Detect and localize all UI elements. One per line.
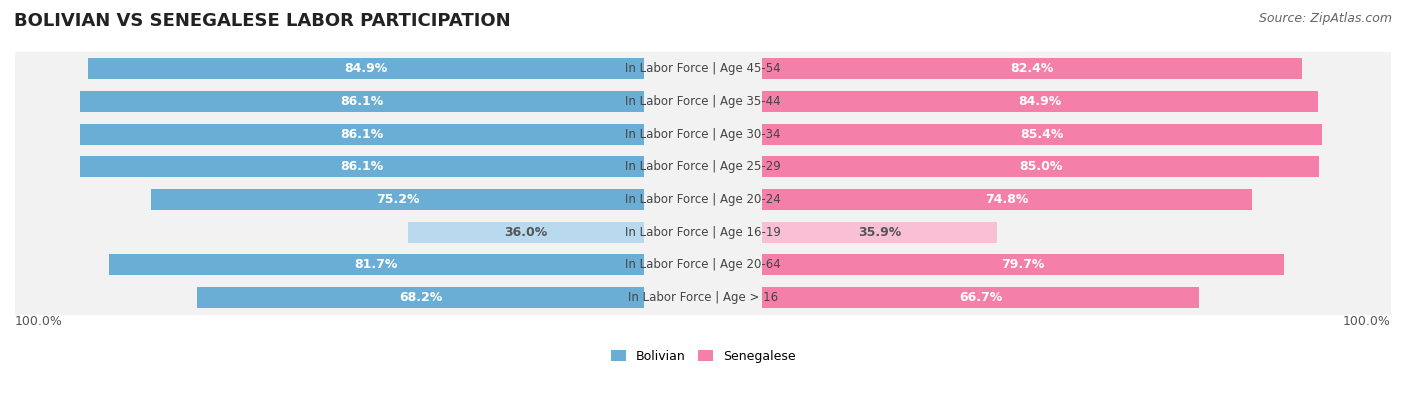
Text: In Labor Force | Age 25-29: In Labor Force | Age 25-29 [626, 160, 780, 173]
Bar [80, 156, 644, 177]
Text: In Labor Force | Age 16-19: In Labor Force | Age 16-19 [626, 226, 780, 239]
Text: 85.0%: 85.0% [1019, 160, 1062, 173]
Bar [15, 216, 1391, 248]
Bar [80, 124, 644, 145]
Bar [197, 287, 644, 308]
Bar [762, 254, 1284, 275]
Bar [762, 222, 997, 243]
Text: In Labor Force | Age 20-64: In Labor Force | Age 20-64 [626, 258, 780, 271]
Bar [152, 189, 644, 210]
Text: 86.1%: 86.1% [340, 95, 384, 108]
Bar [80, 91, 644, 112]
Legend: Bolivian, Senegalese: Bolivian, Senegalese [606, 345, 800, 368]
Bar [15, 53, 1391, 85]
Text: In Labor Force | Age 45-54: In Labor Force | Age 45-54 [626, 62, 780, 75]
Text: In Labor Force | Age 20-24: In Labor Force | Age 20-24 [626, 193, 780, 206]
Text: Source: ZipAtlas.com: Source: ZipAtlas.com [1258, 12, 1392, 25]
Text: 74.8%: 74.8% [986, 193, 1029, 206]
Text: 85.4%: 85.4% [1021, 128, 1063, 141]
Text: 35.9%: 35.9% [858, 226, 901, 239]
Text: BOLIVIAN VS SENEGALESE LABOR PARTICIPATION: BOLIVIAN VS SENEGALESE LABOR PARTICIPATI… [14, 12, 510, 30]
Text: 82.4%: 82.4% [1011, 62, 1053, 75]
Text: 84.9%: 84.9% [1018, 95, 1062, 108]
Bar [762, 189, 1253, 210]
Text: 75.2%: 75.2% [375, 193, 419, 206]
Text: 86.1%: 86.1% [340, 160, 384, 173]
Bar [15, 85, 1391, 118]
Bar [15, 150, 1391, 183]
Bar [15, 281, 1391, 314]
Text: 81.7%: 81.7% [354, 258, 398, 271]
Text: 86.1%: 86.1% [340, 128, 384, 141]
Text: 68.2%: 68.2% [399, 291, 443, 304]
Text: 66.7%: 66.7% [959, 291, 1002, 304]
Bar [762, 58, 1302, 79]
Bar [15, 118, 1391, 150]
Bar [15, 248, 1391, 281]
Text: In Labor Force | Age > 16: In Labor Force | Age > 16 [628, 291, 778, 304]
Text: 36.0%: 36.0% [505, 226, 548, 239]
Bar [408, 222, 644, 243]
Text: In Labor Force | Age 35-44: In Labor Force | Age 35-44 [626, 95, 780, 108]
Bar [87, 58, 644, 79]
Bar [762, 91, 1319, 112]
Text: 100.0%: 100.0% [1343, 316, 1391, 329]
Bar [762, 287, 1199, 308]
Bar [762, 156, 1319, 177]
Bar [762, 124, 1322, 145]
Text: In Labor Force | Age 30-34: In Labor Force | Age 30-34 [626, 128, 780, 141]
Text: 79.7%: 79.7% [1001, 258, 1045, 271]
Bar [108, 254, 644, 275]
Text: 84.9%: 84.9% [344, 62, 388, 75]
Text: 100.0%: 100.0% [15, 316, 63, 329]
Bar [15, 183, 1391, 216]
